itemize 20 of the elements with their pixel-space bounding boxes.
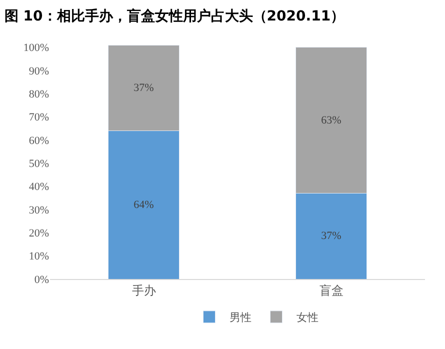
- data-label: 64%: [134, 198, 154, 211]
- y-tick-label: 80%: [28, 88, 49, 100]
- y-tick-label: 100%: [23, 42, 49, 54]
- data-label: 37%: [134, 82, 154, 94]
- y-tick-label: 20%: [28, 228, 49, 240]
- y-tick-label: 50%: [28, 158, 49, 170]
- x-tick-label: 盲盒: [319, 283, 344, 298]
- y-tick-label: 0%: [34, 274, 49, 286]
- y-tick-label: 60%: [28, 134, 49, 147]
- y-tick-label: 70%: [28, 112, 49, 124]
- y-tick-label: 90%: [28, 65, 49, 78]
- data-label: 63%: [321, 114, 342, 126]
- y-tick-label: 10%: [28, 250, 49, 263]
- x-tick-label: 手办: [132, 283, 156, 298]
- y-tick-label: 30%: [28, 204, 49, 216]
- legend-label: 女性: [296, 311, 318, 324]
- chart-title: 图 10：相比手办，盲盒女性用户占大头（2020.11）: [4, 7, 345, 24]
- legend-label: 男性: [229, 311, 252, 324]
- data-label: 37%: [321, 230, 342, 242]
- y-tick-label: 40%: [28, 181, 49, 194]
